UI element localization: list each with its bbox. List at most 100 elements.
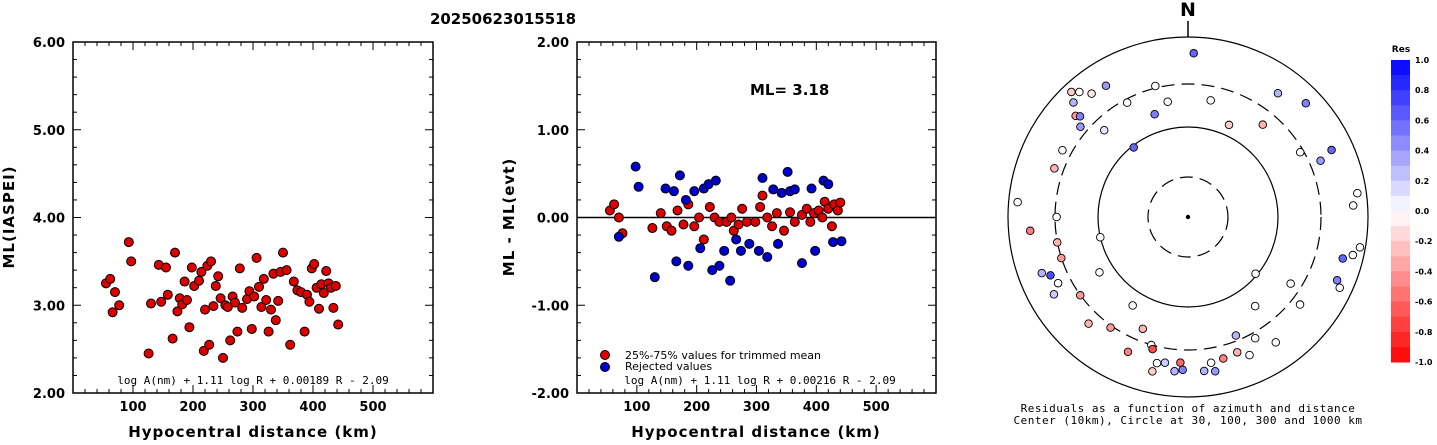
- data-point: [694, 212, 705, 223]
- station-marker: [1251, 269, 1260, 278]
- station-marker: [1286, 279, 1295, 288]
- station-marker: [1106, 323, 1115, 332]
- colorbar-cell: [1391, 241, 1410, 257]
- station-marker: [1025, 226, 1035, 236]
- ring-1000km: [1007, 36, 1369, 398]
- data-point: [273, 295, 284, 306]
- data-point: [707, 265, 718, 276]
- data-point: [230, 297, 240, 308]
- x-tick-label: 300: [743, 400, 770, 415]
- data-point: [725, 275, 736, 286]
- station-marker: [1046, 271, 1055, 280]
- data-point: [299, 326, 310, 337]
- station-marker: [1037, 268, 1047, 278]
- data-point: [270, 315, 281, 326]
- station-marker: [1301, 98, 1311, 108]
- station-marker: [1163, 97, 1172, 107]
- colorbar-tick-label: 0.0: [1415, 207, 1430, 216]
- colorbar-tick-label: -0.8: [1415, 328, 1433, 337]
- station-marker: [1053, 278, 1063, 288]
- data-point: [782, 166, 793, 177]
- data-point: [789, 184, 800, 195]
- data-point: [683, 260, 694, 271]
- data-point: [206, 256, 216, 267]
- data-point: [222, 302, 233, 313]
- station-marker: [1075, 112, 1085, 121]
- data-point: [836, 236, 847, 247]
- station-marker: [1122, 98, 1132, 107]
- colorbar-title: Res: [1392, 45, 1410, 55]
- station-marker: [1210, 366, 1220, 376]
- station-marker: [1348, 201, 1358, 210]
- ring-100km: [1097, 126, 1279, 308]
- colorbar-tick-label: 0.2: [1415, 177, 1429, 186]
- station-marker: [1050, 164, 1059, 173]
- data-point: [710, 175, 721, 186]
- data-point: [213, 271, 224, 282]
- y-tick-label: 6.00: [33, 36, 65, 51]
- data-point: [767, 221, 778, 232]
- data-point: [156, 296, 167, 307]
- data-point: [258, 273, 269, 284]
- data-point: [184, 322, 195, 333]
- data-point: [261, 294, 272, 305]
- data-point: [630, 161, 641, 172]
- station-marker: [1353, 188, 1362, 198]
- data-point: [161, 262, 171, 273]
- data-point: [733, 219, 744, 230]
- colorbar-tick-label: 0.6: [1415, 116, 1430, 125]
- data-point: [285, 339, 296, 350]
- station-marker: [1151, 81, 1160, 91]
- y-tick-label: -1.00: [532, 299, 569, 314]
- station-marker: [1176, 358, 1185, 367]
- station-marker: [1052, 238, 1062, 247]
- data-point: [167, 333, 178, 344]
- colorbar-cell: [1391, 105, 1410, 121]
- north-label: N: [1180, 0, 1196, 21]
- data-point: [143, 348, 154, 359]
- colorbar-cell: [1391, 256, 1410, 272]
- data-point: [162, 289, 173, 300]
- data-point: [757, 173, 768, 184]
- data-point: [613, 212, 624, 223]
- ring-300km: [1054, 83, 1322, 351]
- data-point: [744, 238, 755, 249]
- data-point: [172, 306, 183, 317]
- station-marker: [1013, 197, 1022, 207]
- colorbar-cell: [1391, 165, 1410, 182]
- x-axis-label: Hypocentral distance (km): [631, 423, 881, 441]
- residual-colorbar: Res 1.0 0.8 0.6 0.4 0.2 0.0 -0.2 -0.4 -0.6 -0.8 -1…: [1391, 45, 1433, 367]
- ml-annotation: ML= 3.18: [750, 81, 829, 99]
- data-point: [674, 170, 685, 181]
- data-point: [771, 208, 782, 219]
- data-point: [254, 281, 264, 292]
- station-marker: [1245, 350, 1254, 360]
- colorbar-tick-label: 0.4: [1415, 147, 1430, 156]
- data-point: [671, 256, 682, 267]
- x-tick-label: 100: [623, 400, 650, 415]
- station-marker: [1178, 365, 1187, 375]
- station-marker: [1327, 145, 1336, 155]
- colorbar-cell: [1391, 75, 1410, 91]
- legend-marker-trimmed: [600, 350, 610, 360]
- station-marker: [1348, 250, 1358, 260]
- data-point: [288, 276, 299, 287]
- data-point: [186, 262, 197, 273]
- station-marker: [1076, 122, 1085, 132]
- data-point: [647, 223, 658, 234]
- colorbar-cell: [1391, 346, 1410, 363]
- y-axis-label: ML(IASPEI): [0, 165, 18, 268]
- data-point: [263, 326, 274, 337]
- data-point: [170, 247, 180, 258]
- data-point: [234, 263, 245, 274]
- station-marker: [1152, 358, 1162, 368]
- colorbar-cell: [1391, 271, 1410, 287]
- x-tick-label: 300: [239, 400, 266, 415]
- x-tick-label: 400: [803, 400, 830, 415]
- station-marker: [1316, 156, 1325, 165]
- data-point: [309, 259, 320, 270]
- figure-title: 20250623015518: [430, 10, 576, 28]
- station-marker: [1148, 367, 1157, 376]
- colorbar-cell: [1391, 60, 1410, 76]
- data-point: [695, 243, 706, 254]
